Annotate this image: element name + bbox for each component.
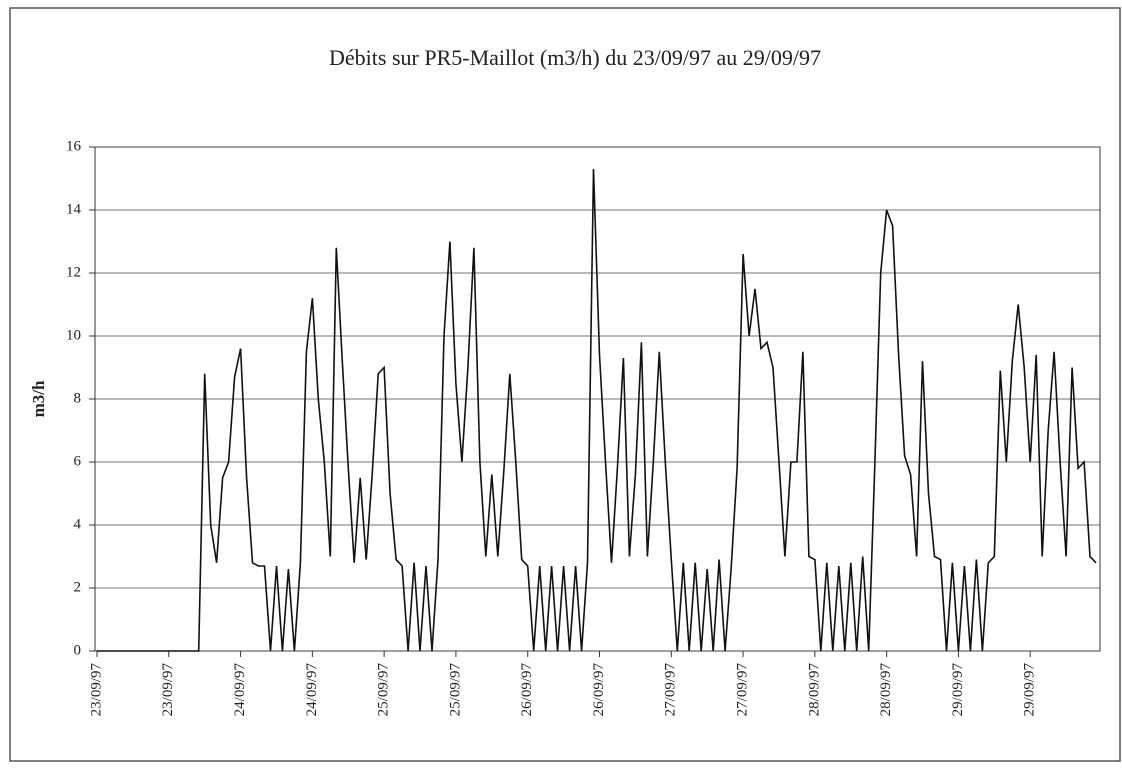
y-tick-label: 8: [74, 390, 82, 406]
x-tick-label: 27/09/97: [735, 663, 751, 717]
x-tick-label: 29/09/97: [950, 663, 966, 717]
y-tick-label: 2: [74, 579, 82, 595]
x-tick-label: 28/09/97: [878, 663, 894, 717]
x-tick-label: 24/09/97: [304, 663, 320, 717]
x-tick-label: 27/09/97: [663, 663, 679, 717]
x-tick-label: 23/09/97: [160, 663, 176, 717]
chart-frame: [9, 7, 1121, 762]
x-tick-label: 28/09/97: [806, 663, 822, 717]
data-line: [97, 168, 1097, 652]
x-tick-label: 25/09/97: [447, 663, 463, 717]
y-tick-label: 16: [66, 138, 82, 154]
y-tick-label: 12: [66, 264, 81, 280]
y-tick-label: 0: [74, 642, 82, 658]
x-tick-label: 24/09/97: [232, 663, 248, 717]
x-tick-label: 26/09/97: [519, 663, 535, 717]
y-tick-label: 14: [66, 201, 82, 217]
y-axis-label: m3/h: [29, 380, 48, 417]
y-tick-label: 10: [66, 327, 81, 343]
chart-title: Débits sur PR5-Maillot (m3/h) du 23/09/9…: [329, 45, 821, 70]
x-tick-label: 25/09/97: [376, 663, 392, 717]
y-tick-label: 4: [74, 516, 82, 532]
y-tick-label: 6: [74, 453, 82, 469]
x-tick-label: 29/09/97: [1022, 663, 1038, 717]
x-tick-label: 23/09/97: [88, 663, 104, 717]
x-tick-label: 26/09/97: [591, 663, 607, 717]
